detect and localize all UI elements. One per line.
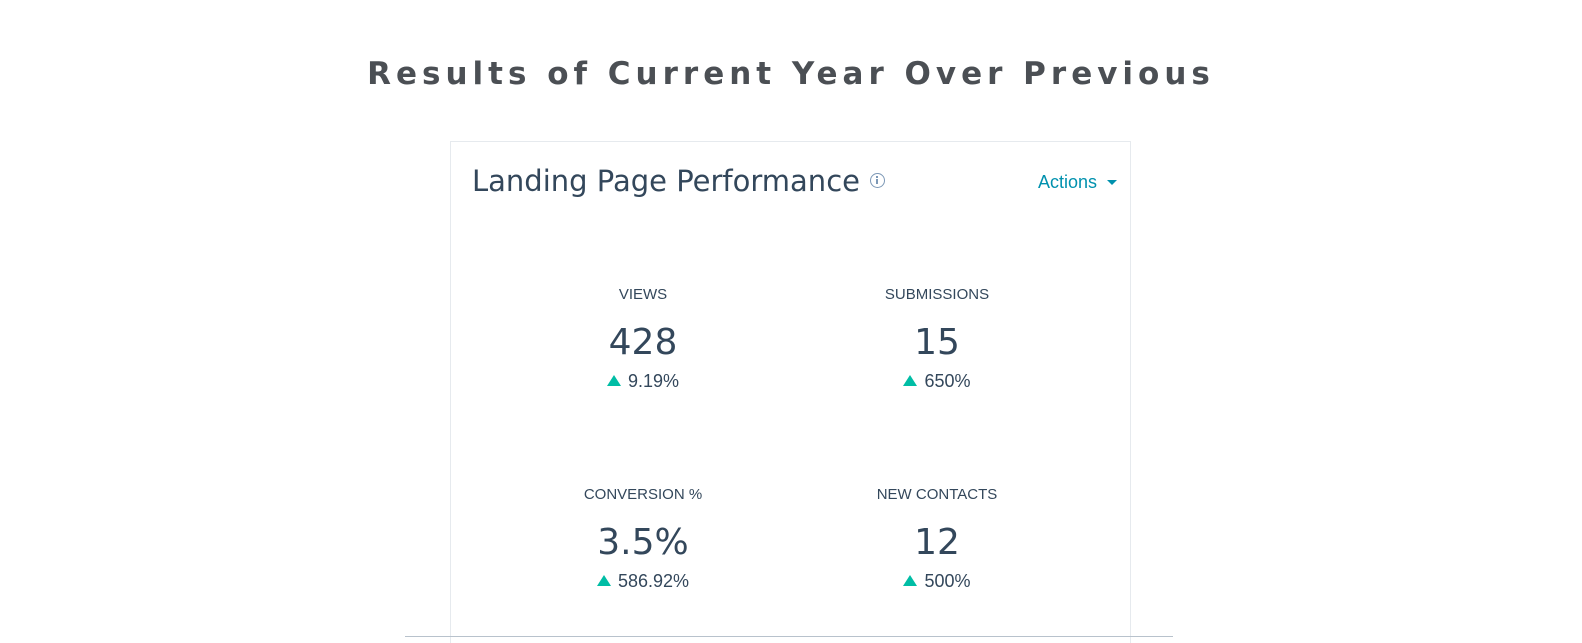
metric-value: 12 <box>914 522 960 563</box>
metric-value: 3.5% <box>597 522 689 563</box>
card-title-text: Landing Page Performance <box>472 164 860 198</box>
caret-down-icon <box>1107 180 1117 185</box>
metric-label: VIEWS <box>618 286 668 303</box>
metric-new-contacts: NEW CONTACTS 12 500% <box>787 485 1087 592</box>
card-title: Landing Page Performance <box>472 164 885 198</box>
info-icon[interactable] <box>869 173 885 188</box>
metric-change: 650% <box>787 370 1087 392</box>
metric-change: 586.92% <box>493 570 793 592</box>
metric-change: 9.19% <box>493 370 793 392</box>
actions-label: Actions <box>1037 172 1097 192</box>
metric-conversion: CONVERSION % 3.5% 586.92% <box>493 485 793 592</box>
metric-value: 15 <box>914 322 960 363</box>
metric-change-value: 586.92% <box>617 571 690 591</box>
metric-value: 428 <box>608 322 678 363</box>
metric-label: NEW CONTACTS <box>876 486 998 503</box>
metric-change: 500% <box>787 570 1087 592</box>
up-arrow-icon <box>903 575 918 586</box>
metric-views: VIEWS 428 9.19% <box>493 285 793 392</box>
metric-change-value: 650% <box>924 371 971 391</box>
metric-label: SUBMISSIONS <box>884 286 990 303</box>
metric-change-value: 9.19% <box>627 371 680 391</box>
metric-label: CONVERSION % <box>583 486 703 503</box>
metric-submissions: SUBMISSIONS 15 650% <box>787 285 1087 392</box>
bottom-divider <box>405 636 1173 637</box>
up-arrow-icon <box>606 375 621 386</box>
up-arrow-icon <box>596 575 611 586</box>
up-arrow-icon <box>903 375 918 386</box>
actions-dropdown-button[interactable]: Actions <box>1038 172 1117 193</box>
landing-page-performance-card: Landing Page Performance Actions VIEWS 4… <box>450 141 1131 643</box>
page-heading: Results of Current Year Over Previous <box>367 56 1215 92</box>
metric-change-value: 500% <box>924 571 971 591</box>
